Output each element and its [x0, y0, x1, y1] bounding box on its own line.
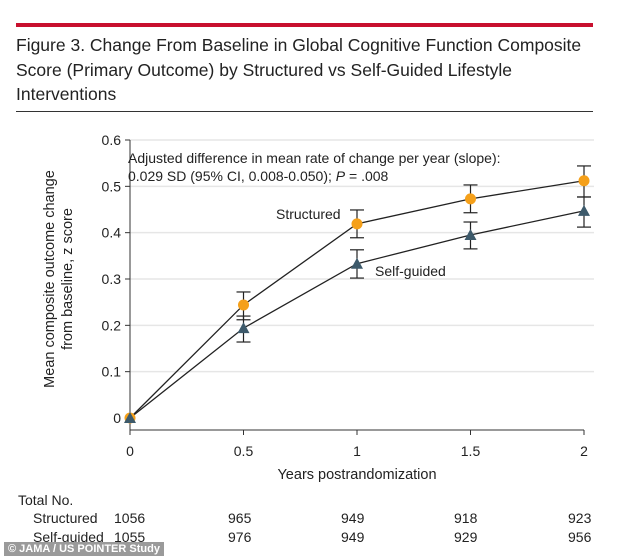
table-cell: 949	[341, 529, 365, 545]
table-cell: 949	[341, 510, 365, 526]
legend-label-self-guided: Self-guided	[375, 263, 446, 279]
table-cell: 1055	[114, 529, 146, 545]
legend-label-structured: Structured	[276, 206, 341, 222]
y-tick-label: 0	[113, 410, 121, 426]
y-tick-label: 0.4	[102, 225, 122, 241]
data-point-self-guided	[351, 257, 363, 269]
data-point-structured	[465, 193, 476, 205]
data-point-structured	[351, 218, 363, 230]
data-point-self-guided	[578, 204, 590, 216]
table-cell: 965	[228, 510, 252, 526]
y-axis-label: Mean composite outcome change	[42, 170, 58, 388]
p-value: = .008	[345, 168, 388, 184]
x-tick-label: 1	[353, 443, 361, 459]
table-cell: 976	[228, 529, 252, 545]
x-tick-label: 0	[126, 443, 134, 459]
table-cell: 923	[568, 510, 592, 526]
annotation: 0.029 SD (95% CI, 0.008-0.050); P = .008	[128, 168, 389, 184]
data-point-structured	[578, 175, 590, 187]
table-cell: 956	[568, 529, 592, 545]
y-tick-label: 0.1	[102, 364, 122, 380]
x-axis-label: Years postrandomization	[277, 467, 436, 483]
y-tick-label: 0.2	[102, 317, 122, 333]
table-row-label: Structured	[33, 510, 98, 526]
x-tick-label: 2	[580, 443, 588, 459]
data-point-self-guided	[464, 228, 477, 240]
data-point-self-guided	[237, 322, 250, 334]
x-tick-label: 1.5	[461, 443, 481, 459]
image-credit: © JAMA / US POINTER Study	[4, 542, 164, 556]
figure-title: Figure 3. Change From Baseline in Global…	[16, 35, 582, 104]
x-tick-label: 0.5	[234, 443, 254, 459]
y-tick-label: 0.6	[102, 132, 122, 148]
title-divider	[16, 111, 593, 112]
p-label: P	[336, 168, 346, 184]
y-axis-label: from baseline, z score	[60, 208, 76, 350]
data-point-structured	[238, 299, 249, 311]
table-cell: 918	[454, 510, 478, 526]
table-header: Total No.	[18, 492, 74, 508]
y-tick-label: 0.5	[102, 178, 122, 194]
annotation: Adjusted difference in mean rate of chan…	[128, 150, 501, 166]
y-tick-label: 0.3	[102, 271, 122, 287]
data-point-self-guided	[124, 412, 136, 423]
title-accent-bar	[16, 23, 593, 27]
series-line-self-guided	[129, 210, 585, 419]
table-cell: 1056	[114, 510, 146, 526]
table-row-label: Self-guided	[33, 529, 104, 545]
table-cell: 929	[454, 529, 478, 545]
